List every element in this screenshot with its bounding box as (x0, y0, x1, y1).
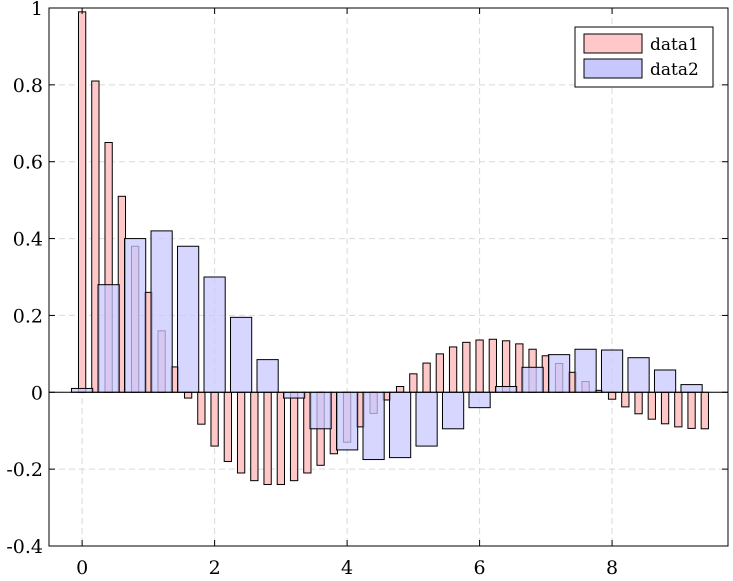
bars (71, 11, 709, 486)
bar-data2 (627, 357, 650, 393)
bar-data1 (700, 391, 709, 430)
bar-data1 (77, 11, 87, 393)
bar-data1 (395, 386, 405, 393)
bar-data1 (197, 391, 206, 425)
bar-data1 (660, 391, 670, 425)
bar-data2 (309, 391, 332, 430)
x-tick-label: 2 (209, 557, 221, 579)
legend-label-data2: data2 (650, 60, 699, 80)
bar-data1 (422, 362, 431, 393)
bar-data1 (475, 339, 484, 393)
x-tick-label: 4 (341, 557, 353, 579)
bar-data2 (256, 359, 279, 393)
bar-data1 (250, 391, 259, 482)
legend-swatch-data2 (583, 58, 643, 79)
bar-data2 (600, 349, 624, 393)
bar-data2 (124, 238, 147, 393)
bar-data2 (177, 245, 200, 393)
bar-data1 (289, 391, 299, 482)
legend: data1 data2 (574, 26, 714, 88)
y-tick-label: -0.2 (6, 459, 43, 481)
bar-data2 (494, 386, 518, 393)
bar-data2 (230, 316, 253, 393)
y-tick-label: 0.4 (13, 229, 43, 251)
bar-data1 (607, 391, 617, 400)
bar-data1 (674, 391, 683, 428)
bar-data2 (283, 391, 306, 399)
bar-data2 (547, 354, 571, 393)
y-tick-label: 0.6 (13, 152, 43, 174)
bar-data1 (183, 391, 193, 399)
bar-data1 (621, 391, 630, 408)
bar-data1 (448, 346, 458, 393)
y-tick-labels: -0.4 -0.2 0 0.2 0.4 0.6 0.8 1 (6, 0, 43, 558)
bar-data1 (462, 341, 471, 393)
bar-data1 (687, 391, 696, 429)
x-tick-label: 0 (76, 557, 88, 579)
bar-data2 (71, 387, 94, 393)
legend-swatch-data1 (583, 33, 643, 54)
bar-data1 (276, 391, 285, 486)
legend-label-data1: data1 (650, 35, 699, 55)
axes-box (48, 7, 729, 547)
x-tick-label: 8 (606, 557, 618, 579)
bar-data1 (236, 391, 246, 474)
bar-data2 (415, 391, 438, 447)
bar-data1 (223, 391, 233, 462)
y-tick-label: 0.8 (13, 75, 43, 97)
bar-data2 (335, 391, 359, 451)
bar-data2 (362, 391, 385, 461)
bar-data2 (680, 384, 703, 393)
bar-data1 (634, 391, 643, 415)
bar-data2 (97, 284, 120, 393)
bar-data1 (435, 353, 444, 393)
bar-data2 (203, 276, 226, 393)
y-tick-label: 0 (31, 382, 43, 404)
bar-data2 (150, 230, 173, 393)
y-tick-label: -0.4 (6, 536, 43, 558)
bar-data1 (210, 391, 219, 447)
bar-data1 (647, 391, 656, 420)
bar-data1 (488, 338, 497, 393)
y-tick-label: 0.2 (13, 305, 43, 327)
bar-data2 (574, 348, 597, 393)
bar-data1 (263, 391, 272, 486)
bar-data2 (521, 366, 544, 393)
bar-data1 (409, 373, 418, 393)
bar-data1 (501, 340, 511, 393)
tick-marks (49, 7, 728, 547)
bar-data2 (388, 391, 412, 459)
bar-data2 (468, 391, 491, 409)
bar-data2 (653, 369, 677, 393)
y-tick-label: 1 (31, 0, 43, 20)
x-tick-labels: 0 2 4 6 8 (76, 557, 618, 579)
bar-data2 (441, 391, 465, 430)
x-tick-label: 6 (474, 557, 486, 579)
